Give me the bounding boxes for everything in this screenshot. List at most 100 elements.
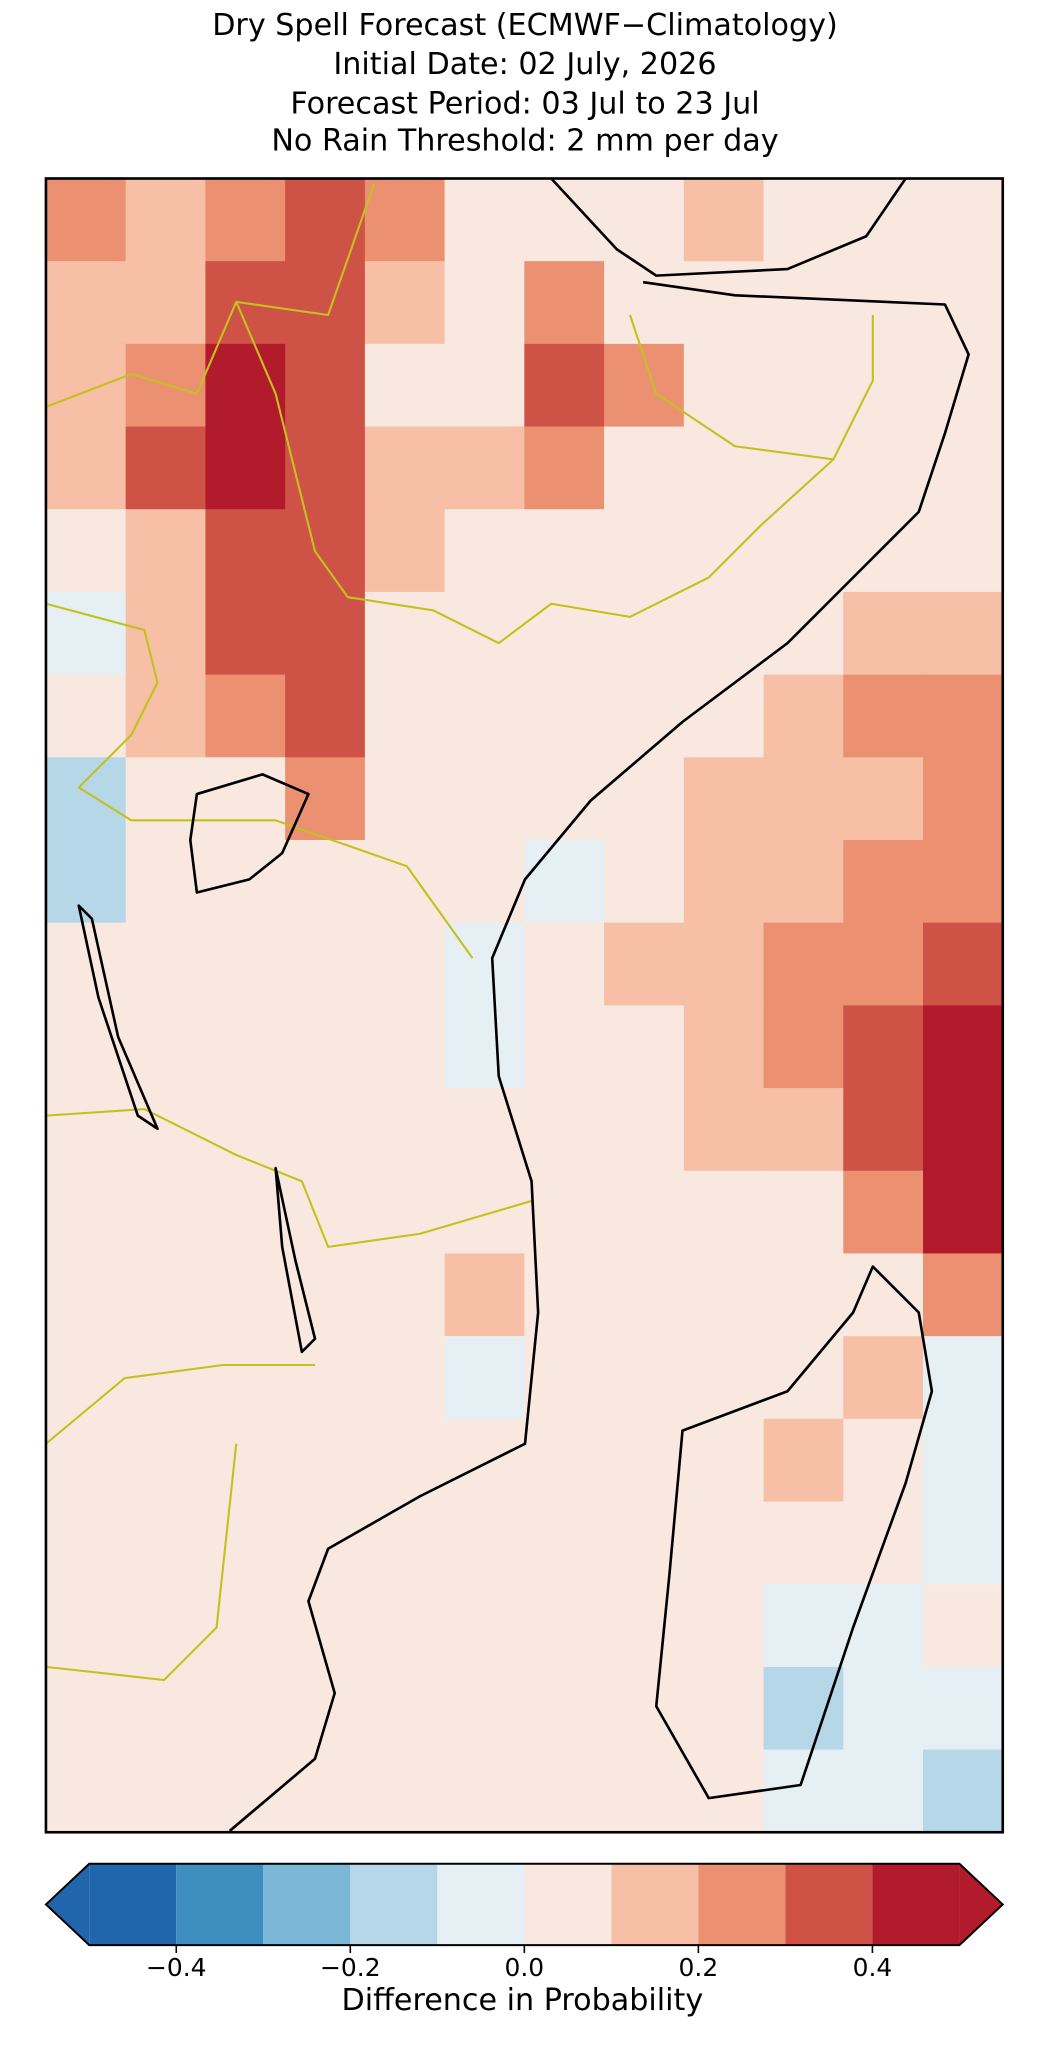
- grid-cell: [923, 840, 1004, 924]
- grid-cell: [763, 1170, 844, 1255]
- grid-cell: [923, 1253, 1004, 1337]
- grid-cell: [683, 674, 765, 758]
- grid-cell: [524, 1584, 605, 1668]
- grid-cell: [45, 840, 127, 924]
- grid-cell: [843, 1749, 924, 1833]
- grid-cell: [763, 509, 844, 593]
- grid-cell: [285, 261, 366, 345]
- grid-cell: [524, 1170, 605, 1255]
- grid-cell: [604, 1749, 685, 1833]
- colorbar-segment: [872, 1863, 960, 1946]
- grid-cell: [285, 757, 366, 841]
- grid-cell: [843, 591, 924, 676]
- grid-cell: [843, 1418, 924, 1503]
- grid-cell: [524, 509, 605, 593]
- grid-cell: [364, 509, 446, 593]
- grid-cell: [763, 426, 844, 510]
- grid-cell: [45, 426, 127, 510]
- grid-cell: [683, 343, 765, 428]
- grid-cell: [205, 1666, 286, 1751]
- grid-cell: [444, 1336, 525, 1420]
- grid-cell: [683, 1336, 765, 1420]
- grid-cell: [763, 1418, 844, 1503]
- grid-cell: [45, 178, 127, 262]
- grid-cell: [125, 922, 207, 1007]
- grid-cell: [125, 1584, 207, 1668]
- colorbar-segment: [263, 1863, 351, 1946]
- grid-cell: [444, 757, 525, 841]
- grid-cell: [843, 178, 924, 262]
- grid-cell: [763, 1666, 844, 1751]
- grid-cell: [125, 674, 207, 758]
- grid-cell: [524, 343, 605, 428]
- grid-cell: [923, 1088, 1004, 1172]
- grid-cell: [364, 591, 446, 676]
- grid-cell: [285, 426, 366, 510]
- colorbar-label: Difference in Probability: [342, 1983, 704, 2018]
- grid-cell: [604, 1584, 685, 1668]
- grid-cell: [923, 178, 1004, 262]
- grid-cell: [45, 1501, 127, 1585]
- grid-cell: [364, 178, 446, 262]
- grid-cell: [683, 591, 765, 676]
- grid-cell: [285, 509, 366, 593]
- grid-cell: [444, 1088, 525, 1172]
- title-line: No Rain Threshold: 2 mm per day: [271, 123, 778, 158]
- grid-cell: [763, 261, 844, 345]
- grid-cell: [205, 922, 286, 1007]
- grid-cell: [364, 343, 446, 428]
- grid-cell: [125, 261, 207, 345]
- grid-cell: [604, 509, 685, 593]
- grid-cell: [45, 1336, 127, 1420]
- grid-cell: [444, 1170, 525, 1255]
- grid-cells: [45, 178, 1004, 1833]
- grid-cell: [923, 426, 1004, 510]
- grid-cell: [45, 1418, 127, 1503]
- grid-cell: [364, 1501, 446, 1585]
- grid-cell: [444, 674, 525, 758]
- grid-cell: [763, 840, 844, 924]
- lake: [77, 773, 317, 1354]
- grid-cell: [364, 922, 446, 1007]
- grid-cell: [125, 1501, 207, 1585]
- grid-cell: [843, 1253, 924, 1337]
- grid-cell: [364, 757, 446, 841]
- grid-cell: [524, 426, 605, 510]
- grid-cell: [125, 1749, 207, 1833]
- grid-cell: [205, 1088, 286, 1172]
- grid-cell: [364, 1005, 446, 1089]
- colorbar-segment: [611, 1863, 699, 1946]
- grid-cell: [843, 674, 924, 758]
- grid-cell: [285, 178, 366, 262]
- grid-cell: [604, 591, 685, 676]
- colorbar-segment: [176, 1863, 264, 1946]
- grid-cell: [364, 840, 446, 924]
- grid-cell: [125, 343, 207, 428]
- grid-cell: [205, 178, 286, 262]
- grid-cell: [364, 1584, 446, 1668]
- grid-cell: [285, 1584, 366, 1668]
- grid-cell: [285, 840, 366, 924]
- grid-cell: [205, 426, 286, 510]
- grid-cell: [125, 509, 207, 593]
- grid-cell: [604, 178, 685, 262]
- grid-cell: [125, 1666, 207, 1751]
- grid-cell: [843, 1666, 924, 1751]
- colorbar-tick-label: −0.4: [146, 1953, 207, 1982]
- grid-cell: [205, 1418, 286, 1503]
- grid-cell: [843, 426, 924, 510]
- grid-cell: [683, 426, 765, 510]
- grid-cell: [923, 1584, 1004, 1668]
- grid-cell: [444, 1501, 525, 1585]
- grid-cell: [843, 840, 924, 924]
- grid-cell: [205, 591, 286, 676]
- grid-cell: [205, 1005, 286, 1089]
- grid-cell: [125, 591, 207, 676]
- grid-cell: [604, 1005, 685, 1089]
- colorbar-segment: [524, 1863, 612, 1946]
- grid-cell: [683, 509, 765, 593]
- grid-cell: [125, 1170, 207, 1255]
- colorbar-segment: [785, 1863, 873, 1946]
- grid-cell: [45, 674, 127, 758]
- grid-cell: [763, 178, 844, 262]
